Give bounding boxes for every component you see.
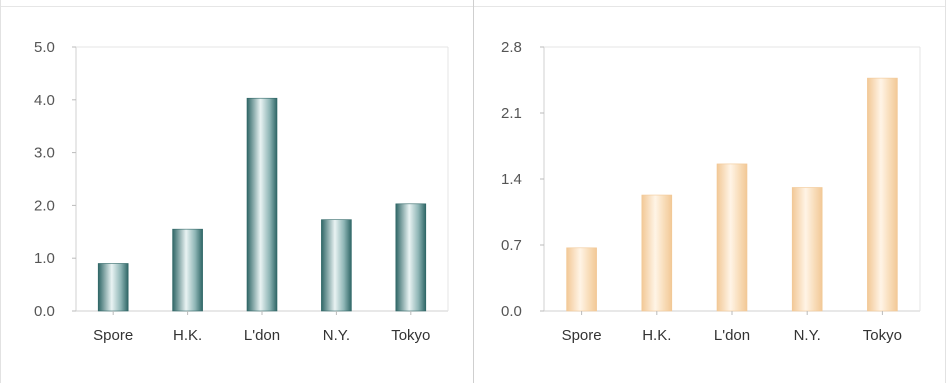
y-tick-label: 5.0 [34,39,55,56]
y-tick-label: 0.7 [501,237,522,254]
y-tick-label: 1.0 [34,250,55,267]
chart-panel-right: 0.0 0.7 1.4 2.1 2.8 Spore H.K. L'don N.Y. Tokyo [474,0,946,383]
bar-spore [97,263,129,312]
x-tick-label: N.Y. [323,327,350,344]
y-tick-label: 2.8 [501,39,522,56]
bar-ny [321,219,352,312]
x-tick-label: Tokyo [391,327,430,344]
y-tick-label: 1.4 [501,171,522,188]
y-tick-label: 4.0 [34,92,55,109]
bar-chart-left: 0.0 1.0 2.0 3.0 4.0 5.0 Spore H.K. L'don N.Y. Toky… [34,39,449,344]
y-tick-label: 0.0 [501,303,522,320]
x-tick-label: H.K. [642,327,671,344]
x-tick-label: Spore [93,327,133,344]
bar-ldon [246,97,278,312]
bar-tokyo [867,77,898,312]
y-tick-label: 0.0 [34,303,55,320]
y-tick-label: 2.0 [34,197,55,214]
x-tick-label: Tokyo [863,327,902,344]
bar-tokyo [395,203,427,312]
y-tick-label: 2.1 [501,105,522,122]
bar-chart-right: 0.0 0.7 1.4 2.1 2.8 Spore H.K. L'don N.Y. Tokyo [501,39,921,344]
bar-spore [566,247,597,312]
bar-hk [641,194,673,312]
x-tick-label: Spore [562,327,602,344]
x-tick-label: L'don [244,327,280,344]
chart-panel-left: 0.0 1.0 2.0 3.0 4.0 5.0 Spore H.K. L'don N.Y. Toky… [0,0,474,383]
x-tick-label: H.K. [173,327,202,344]
bar-ny [791,187,823,312]
bar-hk [172,228,203,312]
panel-top-rule [474,6,945,7]
bar-ldon [716,163,748,312]
x-tick-label: L'don [714,327,750,344]
y-tick-label: 3.0 [34,145,55,162]
x-tick-label: N.Y. [794,327,821,344]
panel-top-rule [1,6,473,7]
